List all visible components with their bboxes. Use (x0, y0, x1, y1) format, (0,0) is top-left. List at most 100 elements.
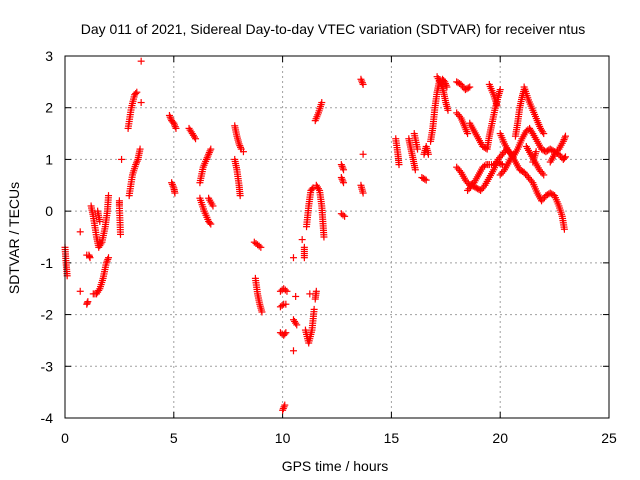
data-point (561, 153, 569, 161)
data-point (339, 211, 347, 219)
y-axis-label: SDTVAR / TECUs (6, 182, 22, 294)
data-point (95, 286, 103, 294)
data-point (359, 189, 367, 197)
data-point (306, 290, 314, 298)
data-point (255, 242, 263, 250)
data-point (339, 177, 347, 185)
data-point (209, 202, 217, 210)
data-point (358, 79, 366, 87)
data-point (168, 180, 176, 188)
data-point (444, 106, 452, 114)
y-tick-label: 2 (45, 100, 53, 116)
data-point (289, 254, 297, 262)
data-point (171, 123, 179, 131)
data-point (96, 217, 104, 225)
data-point (337, 161, 345, 169)
y-tick-label: 3 (45, 48, 53, 64)
data-point (86, 254, 94, 262)
data-point (235, 140, 243, 148)
data-point (236, 192, 244, 200)
axis-ticks (64, 55, 610, 419)
data-point (338, 162, 346, 170)
data-point (561, 132, 569, 140)
data-point (279, 406, 287, 414)
data-point (137, 99, 145, 107)
data-point (257, 243, 265, 251)
data-point (421, 175, 429, 183)
data-point (206, 147, 214, 155)
data-point (298, 236, 306, 244)
data-point (289, 347, 297, 355)
y-tick-label: -1 (41, 255, 54, 271)
data-point (357, 75, 365, 83)
data-point (341, 212, 349, 220)
data-point (443, 83, 451, 91)
x-tick-label: 10 (275, 430, 291, 446)
data-point (464, 130, 472, 138)
data-point (456, 167, 464, 175)
data-point (310, 305, 318, 313)
data-point (509, 150, 517, 158)
data-point (532, 148, 540, 156)
data-point (283, 287, 291, 295)
data-point (205, 149, 213, 157)
data-point (172, 124, 180, 132)
data-point (292, 292, 300, 300)
data-point (103, 257, 111, 265)
x-tick-label: 5 (170, 430, 178, 446)
plot-frame (64, 55, 610, 419)
data-point (166, 113, 174, 121)
data-point (118, 155, 126, 163)
data-point (136, 145, 144, 153)
data-point (554, 147, 562, 155)
x-tick-labels: 0 5 10 15 20 25 (61, 430, 617, 446)
data-point (424, 150, 432, 158)
data-point (282, 329, 290, 337)
data-point (281, 286, 289, 294)
data-point (493, 101, 501, 109)
data-point (204, 152, 212, 160)
data-point (359, 80, 367, 88)
data-point (132, 89, 140, 97)
data-point (560, 136, 568, 144)
data-point (278, 302, 286, 310)
data-point (559, 137, 567, 145)
data-point (560, 225, 568, 233)
data-point (168, 179, 176, 187)
data-point (258, 308, 266, 316)
data-point (207, 145, 215, 153)
data-point (165, 111, 173, 119)
data-point (499, 167, 507, 175)
data-point (133, 88, 141, 96)
data-point (528, 128, 536, 136)
data-point (133, 157, 141, 165)
data-point (480, 162, 488, 170)
data-point (312, 287, 320, 295)
data-point (293, 321, 301, 329)
data-point (340, 179, 348, 187)
data-point (540, 130, 548, 138)
data-points (61, 57, 569, 414)
x-tick-label: 20 (492, 430, 508, 446)
data-point (105, 254, 113, 262)
data-point (281, 330, 289, 338)
data-point (132, 159, 140, 167)
data-point (315, 185, 323, 193)
data-point (308, 185, 316, 193)
data-point (279, 405, 287, 413)
data-point (292, 319, 300, 327)
data-point (203, 154, 211, 162)
data-point (456, 112, 464, 120)
data-point (540, 171, 548, 179)
data-point (206, 219, 214, 227)
data-point (281, 401, 289, 409)
data-point (300, 254, 308, 262)
y-tick-label: -3 (41, 358, 54, 374)
data-point (358, 77, 366, 85)
data-point (464, 84, 472, 92)
data-point (414, 145, 422, 153)
data-point (97, 240, 105, 248)
data-point (496, 86, 504, 94)
data-point (338, 175, 346, 183)
